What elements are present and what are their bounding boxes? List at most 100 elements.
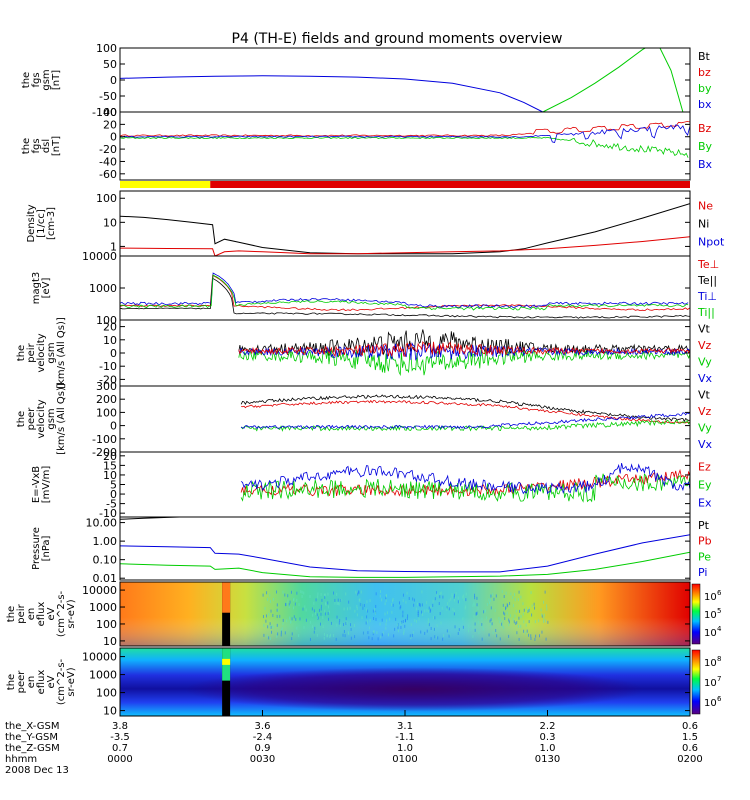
mode-segment-yellow xyxy=(120,181,211,188)
spectrogram-pixel xyxy=(446,607,448,611)
y-axis-label-line: (cm^2-s- xyxy=(56,658,67,705)
spectrogram-pixel xyxy=(268,612,270,616)
spectrogram-pixel xyxy=(517,624,519,628)
spectrogram-pixel xyxy=(354,609,356,613)
spectrogram-pixel xyxy=(406,617,408,621)
spectrogram-pixel xyxy=(458,628,460,632)
y-tick-label: 1000 xyxy=(89,601,117,614)
spectrogram-pixel xyxy=(335,637,337,641)
spectrogram-pixel xyxy=(367,609,369,613)
spectrogram-pixel xyxy=(489,598,491,602)
y-tick-label: 1000 xyxy=(89,669,117,682)
spectrogram-pixel xyxy=(366,600,368,604)
spectrogram-pixel xyxy=(468,624,470,628)
spectrogram-pixel xyxy=(490,594,492,598)
x-row-label: the_X-GSM xyxy=(5,721,59,732)
spectrogram-pixel xyxy=(514,598,516,602)
spectrogram-pixel xyxy=(413,598,415,602)
spectrogram-pixel xyxy=(416,602,418,606)
spectrogram-pixel xyxy=(322,625,324,629)
y-axis-label-line: Pressure xyxy=(31,527,42,570)
panel-frame xyxy=(119,451,691,518)
panel-peer-en-eflux: 10000 1000 100 10 the peer en eflux eV (cm^2-s-sr… xyxy=(6,647,722,718)
spectrogram-pixel xyxy=(290,620,292,624)
spectrogram-pixel xyxy=(290,590,292,594)
plot-area xyxy=(238,329,690,377)
spectrogram-pixel xyxy=(446,629,448,633)
y-axis-label-line: fgs xyxy=(31,72,42,87)
spectrogram-pixel xyxy=(287,599,289,603)
spectrogram-pixel xyxy=(407,614,409,618)
colorbar-label: 10 xyxy=(704,658,717,669)
spectrogram-pixel xyxy=(346,621,348,625)
legend-vx: Vx xyxy=(698,372,713,385)
spectrogram-pixel xyxy=(412,630,414,634)
spectrogram-pixel xyxy=(450,597,452,601)
y-tick-label: 10000 xyxy=(82,651,117,664)
spectrogram-pixel xyxy=(489,619,491,623)
spectrogram-pixel xyxy=(305,608,307,612)
spectrogram-pixel xyxy=(399,601,401,605)
spectrogram-pixel xyxy=(265,614,267,618)
spectrogram-pixel xyxy=(453,595,455,599)
y-tick-label: 5 xyxy=(110,479,117,492)
spectrogram-pixel xyxy=(503,595,505,599)
y-tick-label: 100 xyxy=(96,406,117,419)
y-axis-label-line: the xyxy=(6,606,17,622)
spectrogram-pixel xyxy=(505,591,507,595)
spectrogram-pixel xyxy=(517,598,519,602)
spectrogram-pixel xyxy=(362,606,364,610)
y-axis-label-line: [eV] xyxy=(41,278,52,299)
spectrogram-pixel xyxy=(508,623,510,627)
legend-ex: Ex xyxy=(698,497,712,510)
plot-area xyxy=(120,582,690,646)
spectrogram-pixel xyxy=(543,600,545,604)
spectrogram-pixel xyxy=(327,601,329,605)
y-tick-label: 100 xyxy=(96,618,117,631)
spectrogram-pixel xyxy=(330,621,332,625)
spectrogram-pixel xyxy=(322,616,324,620)
y-tick-label: -100 xyxy=(92,433,117,446)
spectrogram-pixel xyxy=(291,617,293,621)
data-gap xyxy=(222,648,231,716)
spectrogram-pixel xyxy=(413,603,415,607)
spectrogram-pixel xyxy=(336,623,338,627)
series-pi xyxy=(120,534,690,573)
spectrogram-pixel xyxy=(473,614,475,618)
spectrogram-pixel xyxy=(282,618,284,622)
spectrogram-pixel xyxy=(427,618,429,622)
x-tick-label: 1.5 xyxy=(682,732,698,743)
spectrogram-pixel xyxy=(495,594,497,598)
spectrogram-pixel xyxy=(486,602,488,606)
spectrogram-pixel xyxy=(303,625,305,629)
spectrogram-pixel xyxy=(356,591,358,595)
spectrogram-pixel xyxy=(526,629,528,633)
spectrogram-pixel xyxy=(508,620,510,624)
colorbar-label: 10 xyxy=(704,678,717,689)
spectrogram-pixel xyxy=(385,626,387,630)
spectrogram-pixel xyxy=(355,590,357,594)
spectrogram-pixel xyxy=(268,636,270,640)
spectrogram-pixel xyxy=(454,593,456,597)
spectrogram-pixel xyxy=(453,612,455,616)
spectrogram-pixel xyxy=(286,619,288,623)
spectrogram-pixel xyxy=(530,637,532,641)
spectrogram-pixel xyxy=(336,601,338,605)
legend-pe: Pe xyxy=(698,550,711,563)
spectrogram-pixel xyxy=(276,623,278,627)
spectrogram-pixel xyxy=(472,625,474,629)
spectrogram-pixel xyxy=(361,603,363,607)
y-tick-label: 10 xyxy=(103,635,117,648)
y-axis-label-line: velocity xyxy=(36,333,47,372)
spectrogram-pixel xyxy=(467,629,469,633)
spectrogram-pixel xyxy=(516,621,518,625)
colorbar-exponent: 4 xyxy=(717,625,722,633)
y-axis-label-line: the xyxy=(16,411,27,427)
legend-ti: Ti⊥ xyxy=(697,290,717,303)
spectrogram-pixel xyxy=(325,602,327,606)
spectrogram-pixel xyxy=(380,635,382,639)
panel-mode-bar xyxy=(120,181,690,188)
spectrogram-pixel xyxy=(426,600,428,604)
series-by xyxy=(542,48,647,112)
legend-vx: Vx xyxy=(698,438,713,451)
